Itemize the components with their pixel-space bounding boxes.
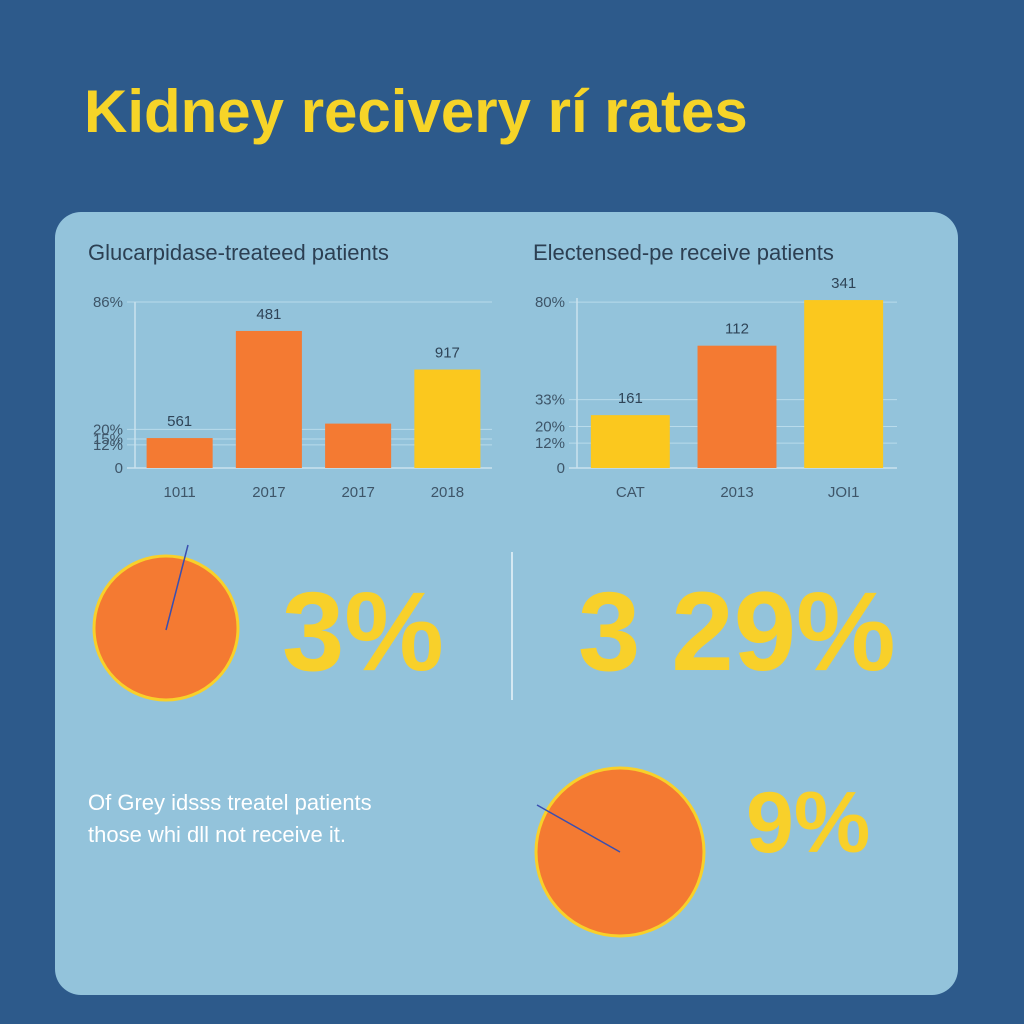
x-tick-label: 2017 bbox=[341, 484, 374, 501]
x-tick-label: 2018 bbox=[431, 484, 464, 501]
bar-note: 481 bbox=[256, 306, 281, 323]
y-tick-label: 12% bbox=[535, 435, 565, 452]
y-tick-label: 86% bbox=[93, 294, 123, 311]
y-tick-label: 15% bbox=[93, 431, 123, 448]
bar bbox=[697, 345, 777, 468]
y-tick-label: 0 bbox=[557, 460, 565, 477]
y-tick-label: 20% bbox=[535, 419, 565, 436]
title: Kidney recivery rí rates bbox=[84, 78, 748, 145]
bar bbox=[325, 423, 392, 468]
bar-note: 561 bbox=[167, 413, 192, 430]
bar-note: 112 bbox=[725, 321, 749, 338]
stat: 3 29% bbox=[578, 569, 896, 694]
y-tick-label: 0 bbox=[115, 460, 123, 477]
x-tick-label: 2013 bbox=[720, 484, 753, 501]
x-tick-label: 2017 bbox=[252, 484, 285, 501]
bar bbox=[235, 330, 302, 468]
pie-pointer bbox=[536, 804, 621, 853]
pie-pointer bbox=[165, 544, 189, 631]
bar-note: 341 bbox=[831, 275, 856, 292]
bar-note: 161 bbox=[618, 390, 643, 407]
x-tick-label: CAT bbox=[616, 484, 645, 501]
y-tick-label: 33% bbox=[535, 392, 565, 409]
note-line: those whi dll not receive it. bbox=[88, 822, 346, 847]
y-tick-label: 80% bbox=[535, 294, 565, 311]
x-tick-label: 1011 bbox=[163, 484, 195, 501]
stat: 9% bbox=[746, 775, 870, 871]
stat: 3% bbox=[282, 569, 444, 694]
bar bbox=[146, 438, 213, 468]
chart-title: Electensed-pe receive patients bbox=[533, 240, 834, 265]
bar bbox=[590, 415, 670, 468]
bar-note: 917 bbox=[435, 345, 460, 362]
x-tick-label: JOI1 bbox=[828, 484, 860, 501]
chart-title: Glucarpidase-treateed patients bbox=[88, 240, 389, 265]
bar bbox=[414, 369, 481, 468]
y-tick-label: 12% bbox=[93, 437, 123, 454]
y-tick-label: 20% bbox=[93, 421, 123, 438]
bar bbox=[804, 300, 884, 468]
note-line: Of Grey idsss treatel patients bbox=[88, 790, 372, 815]
